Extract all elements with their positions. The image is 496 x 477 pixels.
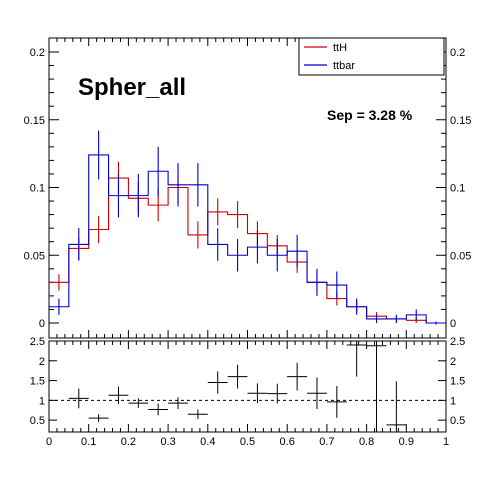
ratio-ytick-label-right: 2 xyxy=(450,356,456,368)
legend-label-tth: ttH xyxy=(333,42,347,54)
legend: ttH ttbar xyxy=(299,38,444,75)
ratio-xtick-label: 1 xyxy=(443,436,449,448)
histogram-ttbar xyxy=(49,155,446,323)
ratio-xtick-label: 0.7 xyxy=(319,436,334,448)
main-ytick-label-left: 0.15 xyxy=(24,115,45,127)
main-ytick-label-left: 0.2 xyxy=(30,47,45,59)
main-ytick-label-right: 0.15 xyxy=(450,115,471,127)
ratio-ytick-label-left: 2 xyxy=(39,356,45,368)
main-ytick-label-right: 0.2 xyxy=(450,47,465,59)
ratio-xtick-label: 0.9 xyxy=(399,436,414,448)
ratio-xtick-label: 0.6 xyxy=(280,436,295,448)
ratio-ytick-label-left: 1.5 xyxy=(30,376,45,388)
ratio-ytick-label-right: 0.5 xyxy=(450,415,465,427)
ratio-xtick-label: 0.4 xyxy=(200,436,215,448)
main-ytick-label-right: 0 xyxy=(450,318,456,330)
main-ytick-label-right: 0.1 xyxy=(450,183,465,195)
ratio-xtick-label: 0.8 xyxy=(359,436,374,448)
ratio-ytick-label-left: 0.5 xyxy=(30,415,45,427)
separation-annotation: Sep = 3.28 % xyxy=(327,107,413,123)
ratio-xtick-label: 0.1 xyxy=(81,436,96,448)
ratio-ytick-label-left: 1 xyxy=(39,395,45,407)
main-ytick-label-right: 0.05 xyxy=(450,250,471,262)
ratio-xtick-label: 0.2 xyxy=(121,436,136,448)
main-histograms xyxy=(49,131,446,325)
ratio-axis-ticks: 0.5 0.51 11.5 1.52 22.5 2.50 0.1 0.2 0.3 0.4 0.5 0.… xyxy=(30,336,466,448)
legend-label-ttbar: ttbar xyxy=(333,60,355,72)
ratio-ytick-label-right: 1.5 xyxy=(450,376,465,388)
main-ytick-label-left: 0.1 xyxy=(30,183,45,195)
ratio-xtick-label: 0.3 xyxy=(160,436,175,448)
ratio-xtick-label: 0.5 xyxy=(240,436,255,448)
ratio-ytick-label-right: 1 xyxy=(450,395,456,407)
chart-title: Spher_all xyxy=(78,74,186,101)
legend-box xyxy=(299,38,444,75)
main-ytick-label-left: 0 xyxy=(39,318,45,330)
ratio-xtick-label: 0 xyxy=(46,436,52,448)
ratio-points xyxy=(69,341,406,432)
ratio-ytick-label-left: 2.5 xyxy=(30,336,45,348)
main-ytick-label-left: 0.05 xyxy=(24,250,45,262)
ratio-ytick-label-right: 2.5 xyxy=(450,336,465,348)
